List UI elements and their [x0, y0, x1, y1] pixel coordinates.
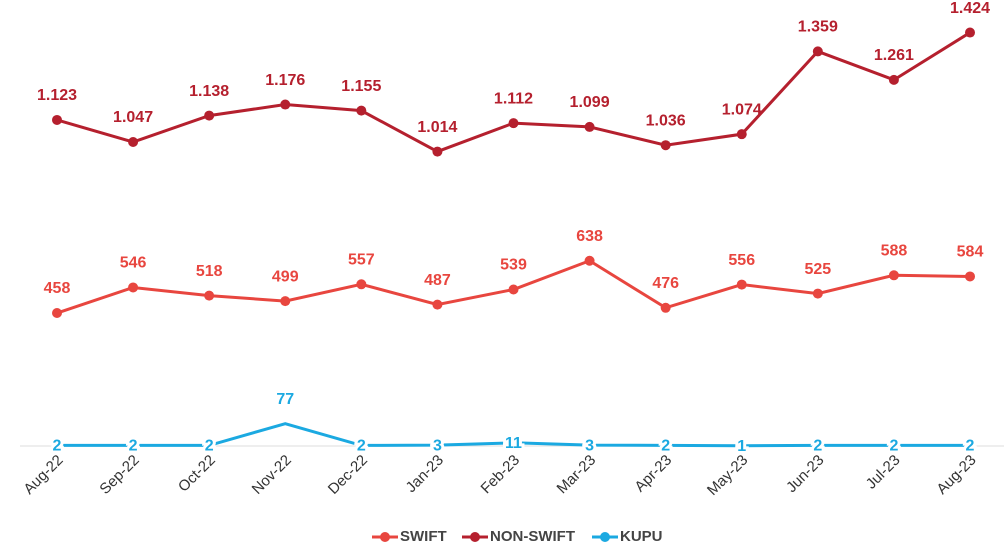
data-label: 2 — [53, 438, 62, 455]
data-label: 3 — [433, 437, 442, 454]
data-label: 2 — [357, 438, 366, 455]
legend-label: KUPU — [620, 528, 663, 545]
x-tick-label: Jun-23 — [783, 452, 827, 496]
data-point — [508, 284, 519, 295]
x-tick-label: Jul-23 — [863, 452, 904, 493]
data-label: 1.036 — [646, 112, 686, 129]
data-point — [965, 271, 975, 282]
data-point — [965, 27, 975, 38]
data-label: 1.155 — [341, 78, 381, 95]
x-tick-label: Apr-23 — [631, 452, 675, 496]
x-tick-label: Sep-22 — [96, 452, 142, 498]
data-label: 557 — [348, 251, 375, 268]
x-tick-label: Jan-23 — [403, 452, 447, 496]
data-label: 1.047 — [113, 109, 153, 126]
data-point — [736, 129, 747, 140]
data-label: 2 — [205, 438, 214, 455]
data-point — [660, 140, 671, 151]
data-label: 539 — [500, 257, 527, 274]
data-label: 1.424 — [950, 0, 990, 17]
data-point — [812, 288, 823, 299]
data-label: 1.014 — [417, 119, 457, 136]
data-point — [128, 282, 139, 293]
data-point — [280, 99, 291, 110]
data-label: 584 — [957, 244, 984, 261]
data-label: 556 — [728, 252, 755, 269]
data-point — [280, 296, 291, 307]
data-point — [584, 255, 595, 266]
data-label: 1.176 — [265, 72, 305, 89]
x-tick-label: May-23 — [704, 452, 751, 499]
data-label: 499 — [272, 268, 299, 285]
data-label: 3 — [585, 437, 594, 454]
data-label: 1.123 — [37, 87, 77, 104]
data-point — [660, 302, 671, 313]
data-label: 77 — [276, 391, 294, 408]
data-point — [584, 121, 595, 132]
data-label: 1.138 — [189, 83, 229, 100]
data-label: 2 — [661, 438, 670, 455]
legend-label: NON-SWIFT — [490, 528, 575, 545]
data-label: 1.359 — [798, 19, 838, 36]
data-label: 487 — [424, 272, 451, 289]
x-tick-label: Nov-22 — [249, 452, 295, 498]
data-point — [432, 146, 443, 157]
data-label: 2 — [129, 438, 138, 455]
data-label: 1.099 — [570, 94, 610, 111]
data-point — [128, 137, 139, 148]
data-label: 2 — [966, 438, 975, 455]
data-point — [204, 290, 215, 301]
data-point — [508, 118, 519, 129]
data-point — [736, 279, 747, 290]
data-point — [432, 299, 443, 310]
x-tick-label: Aug-22 — [20, 452, 66, 498]
data-point — [356, 105, 367, 116]
data-point — [888, 74, 899, 85]
data-point — [812, 46, 823, 57]
legend-marker — [600, 532, 610, 542]
data-point — [356, 279, 367, 290]
data-label: 1 — [737, 438, 746, 455]
data-label: 2 — [889, 438, 898, 455]
data-point — [888, 270, 899, 281]
data-label: 11 — [505, 435, 522, 452]
data-label: 2 — [813, 438, 822, 455]
data-point — [52, 114, 62, 125]
x-tick-label: Feb-23 — [478, 452, 524, 498]
legend-label: SWIFT — [400, 528, 447, 545]
data-label: 1.261 — [874, 47, 914, 64]
data-label: 518 — [196, 263, 223, 280]
x-tick-label: Aug-23 — [933, 452, 979, 498]
data-label: 638 — [576, 228, 603, 245]
legend-marker — [470, 532, 480, 542]
data-label: 546 — [120, 255, 147, 272]
x-tick-label: Dec-22 — [325, 452, 371, 498]
x-tick-label: Mar-23 — [554, 452, 600, 498]
data-label: 476 — [652, 275, 679, 292]
data-label: 458 — [44, 280, 71, 297]
series-line — [57, 422, 970, 448]
x-tick-label: Oct-22 — [175, 452, 219, 496]
data-point — [204, 110, 215, 121]
data-label: 1.112 — [494, 90, 533, 107]
data-label: 525 — [804, 261, 831, 278]
data-point — [52, 308, 62, 319]
legend-marker — [380, 532, 390, 542]
data-label: 1.074 — [722, 101, 762, 118]
data-label: 588 — [881, 242, 908, 259]
